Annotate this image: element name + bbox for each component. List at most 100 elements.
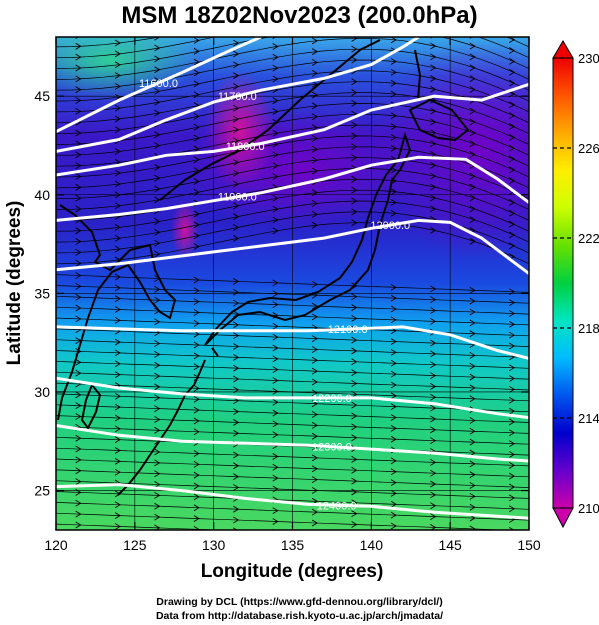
wind-arrow [154, 405, 161, 413]
contour-label: 12100.0 [328, 324, 368, 336]
wind-arrow [233, 8, 238, 14]
wind-arrow [75, 194, 82, 202]
wind-arrow [509, 57, 516, 65]
hokkaido-coast [408, 98, 470, 142]
wind-arrow [312, 16, 317, 22]
wind-arrow [351, 521, 358, 528]
wind-arrow [233, 115, 240, 123]
wind-arrow [311, 356, 319, 364]
wind-arrow [272, 344, 279, 352]
wind-arrow [75, 86, 82, 94]
wind-arrow [391, 4, 396, 10]
wind-arrow [351, 37, 358, 42]
wind-arrow [272, 377, 279, 384]
wind-arrow [272, 97, 279, 105]
wind-arrow [469, 286, 476, 294]
wind-arrow [193, 232, 200, 240]
wind-arrow [233, 18, 238, 24]
wind-arrow [75, 358, 82, 366]
wind-arrow [272, 431, 279, 439]
wind-arrow [311, 476, 319, 484]
wind-arrow [75, 259, 82, 267]
wind-arrow [311, 389, 319, 397]
wind-arrow [311, 335, 319, 343]
wind-arrow [154, 416, 161, 423]
wind-arrow [114, 523, 121, 530]
wind-arrow [114, 273, 121, 281]
wind-arrow [233, 61, 240, 69]
wind-arrow [351, 56, 358, 64]
wind-arrow [272, 162, 279, 170]
streamline [56, 285, 529, 304]
wind-arrow [351, 78, 358, 86]
wind-arrow [390, 69, 397, 76]
colorbar-top-arrow [552, 40, 574, 59]
wind-arrow [75, 510, 82, 518]
wind-arrow [154, 142, 161, 150]
wind-arrow [390, 305, 397, 313]
taiwan-coast [80, 383, 102, 430]
wind-arrow [233, 224, 240, 231]
wind-arrow [272, 227, 279, 235]
wind-arrow [352, 3, 357, 9]
wind-arrow [430, 339, 437, 347]
wind-arrow [430, 227, 437, 234]
wind-arrow [272, 518, 279, 525]
wind-arrow [390, 123, 397, 131]
wind-arrow [311, 346, 319, 353]
wind-arrow [233, 321, 240, 329]
wind-arrow [430, 426, 437, 434]
streamline [56, 59, 529, 102]
wind-arrow [233, 353, 240, 361]
wind-arrow [311, 113, 319, 121]
wind-arrow [311, 454, 319, 462]
wind-arrow [390, 37, 397, 44]
wind-arrow [509, 538, 514, 544]
contour-line [56, 155, 529, 222]
wind-arrow [75, 369, 82, 377]
wind-arrow [311, 156, 319, 164]
colorbar-ticks: 210 214 218 222 226 230 [553, 51, 599, 516]
wind-arrow [193, 243, 200, 250]
wind-arrow [430, 415, 437, 423]
wind-arrow [430, 469, 437, 477]
wind-arrow [469, 172, 476, 180]
wind-arrow [390, 359, 397, 367]
wind-arrow [75, 238, 82, 245]
y-tick-label: 40 [34, 187, 50, 203]
wind-arrow [233, 299, 240, 307]
wind-arrow [154, 88, 161, 95]
wind-arrow [154, 174, 161, 182]
wind-arrow [351, 401, 358, 409]
wind-arrow [272, 279, 279, 287]
wind-arrow [311, 465, 319, 473]
wind-arrow [509, 451, 516, 458]
wind-arrow [75, 467, 82, 475]
wind-arrow [193, 287, 200, 295]
wind-arrow [509, 231, 516, 239]
wind-arrow [272, 216, 279, 224]
wind-arrow [509, 375, 516, 382]
wind-arrow [390, 90, 397, 98]
wind-arrow [114, 61, 121, 69]
wind-arrow [430, 535, 435, 541]
colorbar-tick-label: 214 [578, 411, 599, 426]
wind-arrow [430, 404, 437, 412]
wind-arrow [351, 121, 358, 129]
wind-arrow [509, 47, 516, 54]
wind-arrow [390, 58, 397, 65]
y-tick-label: 30 [34, 384, 50, 400]
wind-arrow [114, 148, 121, 155]
wind-arrow [114, 392, 121, 400]
x-axis-label: Longitude (degrees) [201, 561, 384, 582]
wind-arrow [193, 450, 200, 457]
wind-arrow [509, 494, 516, 502]
colorbar-bottom-arrow [552, 507, 574, 529]
wind-arrow [509, 144, 516, 152]
streamline [56, 371, 529, 391]
streamline [56, 200, 529, 243]
wind-arrow [154, 23, 159, 29]
wind-arrow [390, 79, 397, 87]
wind-arrow [430, 10, 435, 16]
wind-arrow [430, 75, 437, 82]
